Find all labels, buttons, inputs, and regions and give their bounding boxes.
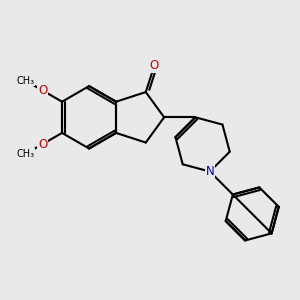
Text: O: O (150, 59, 159, 72)
Text: CH₃: CH₃ (17, 149, 35, 159)
Text: N: N (206, 165, 214, 178)
Text: CH₃: CH₃ (17, 76, 35, 86)
Text: O: O (38, 84, 47, 97)
Text: O: O (38, 138, 47, 151)
